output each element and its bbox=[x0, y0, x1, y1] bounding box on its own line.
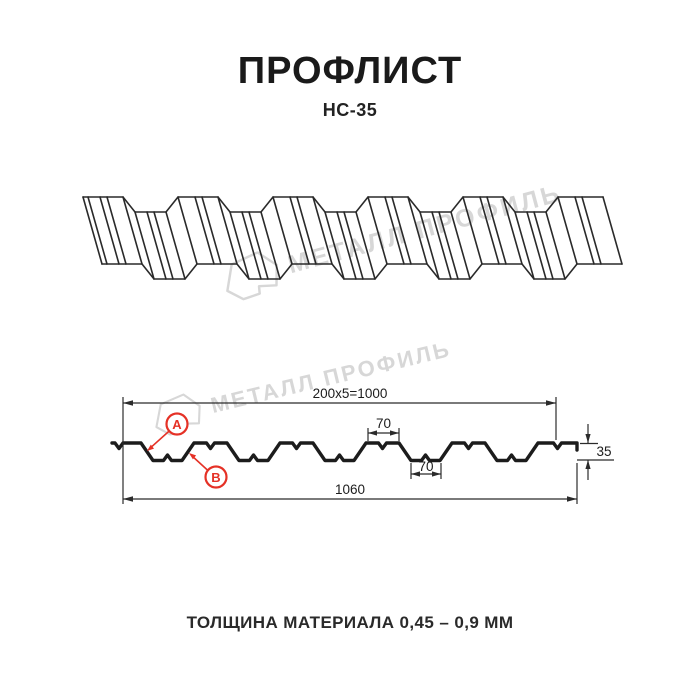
page-title: ПРОФЛИСТ bbox=[237, 50, 463, 92]
sheet-3d-drawing bbox=[82, 196, 623, 280]
sheet-3d-wireframe bbox=[82, 196, 623, 280]
marker-b: B bbox=[189, 453, 228, 489]
dim-rib-top-width: 70 bbox=[376, 416, 391, 431]
dim-rib-bottom-width: 70 bbox=[418, 459, 433, 474]
marker-b-letter: B bbox=[211, 470, 220, 485]
marker-a-letter: A bbox=[172, 417, 182, 432]
dim-coverage-width: 200x5=1000 bbox=[313, 386, 388, 401]
dim-overall-width: 1060 bbox=[335, 482, 365, 497]
cross-section-drawing: 200x5=1000 70 70 1060 35 A B bbox=[110, 386, 614, 504]
thickness-note: ТОЛЩИНА МАТЕРИАЛА 0,45 – 0,9 ММ bbox=[186, 613, 514, 632]
dimension-lines bbox=[122, 397, 614, 504]
dim-profile-height: 35 bbox=[596, 444, 611, 459]
marker-a: A bbox=[147, 412, 189, 451]
dimension-arrowheads bbox=[123, 400, 591, 502]
dimension-labels: 200x5=1000 70 70 1060 35 bbox=[313, 386, 612, 497]
profile-outline bbox=[110, 441, 579, 463]
profile-model-label: НС-35 bbox=[322, 100, 378, 120]
